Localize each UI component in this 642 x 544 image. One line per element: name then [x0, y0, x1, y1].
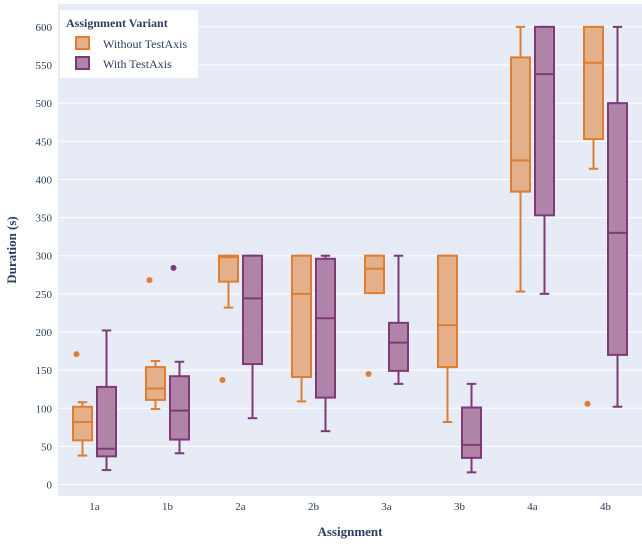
box-series — [72, 25, 628, 474]
outlier-point — [170, 264, 177, 271]
outlier-point — [365, 370, 372, 377]
box-iqr — [364, 254, 385, 295]
box-iqr — [510, 56, 531, 193]
x-tick-4a: 4a — [527, 501, 538, 513]
y-tick-150: 150 — [36, 365, 53, 377]
box-with-testaxis-4a — [534, 25, 555, 295]
box-without-testaxis-2b — [291, 254, 312, 403]
box-iqr — [242, 254, 263, 366]
box-iqr — [607, 102, 628, 356]
y-tick-100: 100 — [36, 403, 53, 415]
box-without-testaxis-4b — [583, 25, 604, 407]
box-with-testaxis-4b — [607, 25, 628, 408]
x-tick-2a: 2a — [235, 501, 246, 513]
box-without-testaxis-3a — [364, 254, 385, 377]
legend-title: Assignment Variant — [66, 16, 168, 30]
box-iqr — [96, 385, 117, 458]
box-without-testaxis-1a — [72, 351, 93, 457]
box-iqr — [583, 25, 604, 141]
box-with-testaxis-3a — [388, 254, 409, 385]
outlier-point — [146, 277, 153, 284]
x-tick-2b: 2b — [308, 501, 320, 513]
box-iqr — [534, 25, 555, 217]
box-iqr — [291, 254, 312, 379]
y-tick-600: 600 — [36, 22, 53, 34]
y-tick-labels: 0 50 100 150 200 250 300 350 400 450 500 550 600 — [36, 22, 53, 492]
x-tick-1a: 1a — [89, 501, 100, 513]
box-iqr — [169, 375, 190, 441]
y-tick-0: 0 — [47, 480, 53, 492]
box-iqr — [315, 257, 336, 399]
legend: Assignment Variant Without TestAxis With… — [60, 10, 198, 78]
box-without-testaxis-3b — [437, 254, 458, 424]
x-tick-labels: 1a 1b 2a 2b 3a 3b 4a 4b — [89, 501, 611, 513]
box-iqr — [437, 254, 458, 369]
y-tick-550: 550 — [36, 60, 53, 72]
outlier-point — [584, 400, 591, 407]
y-tick-450: 450 — [36, 136, 53, 148]
x-axis-title: Assignment — [317, 524, 383, 539]
box-with-testaxis-1b — [169, 264, 190, 455]
y-tick-50: 50 — [41, 441, 53, 453]
box-with-testaxis-2a — [242, 254, 263, 420]
y-tick-250: 250 — [36, 289, 53, 301]
box-iqr — [145, 366, 166, 401]
x-tick-1b: 1b — [162, 501, 174, 513]
outlier-point — [219, 377, 226, 384]
y-tick-300: 300 — [36, 251, 53, 263]
box-iqr — [218, 254, 239, 283]
box-iqr — [461, 406, 482, 459]
x-tick-4b: 4b — [600, 501, 612, 513]
box-with-testaxis-1a — [96, 329, 117, 472]
box-without-testaxis-2a — [218, 254, 239, 384]
y-axis-title: Duration (s) — [4, 216, 19, 284]
legend-swatch-without-testaxis[interactable] — [75, 36, 90, 50]
legend-label-without-testaxis[interactable]: Without TestAxis — [103, 37, 187, 51]
box-without-testaxis-1b — [145, 277, 166, 411]
legend-label-with-testaxis[interactable]: With TestAxis — [103, 57, 172, 71]
y-tick-350: 350 — [36, 213, 53, 225]
y-tick-500: 500 — [36, 98, 53, 110]
legend-swatch-with-testaxis[interactable] — [75, 56, 90, 70]
box-iqr — [72, 405, 93, 442]
outlier-point — [73, 351, 80, 358]
x-tick-3b: 3b — [454, 501, 466, 513]
x-tick-3a: 3a — [381, 501, 392, 513]
box-with-testaxis-3b — [461, 382, 482, 474]
box-with-testaxis-2b — [315, 254, 336, 433]
box-without-testaxis-4a — [510, 25, 531, 293]
y-tick-400: 400 — [36, 174, 53, 186]
box-iqr — [388, 321, 409, 372]
y-tick-200: 200 — [36, 327, 53, 339]
